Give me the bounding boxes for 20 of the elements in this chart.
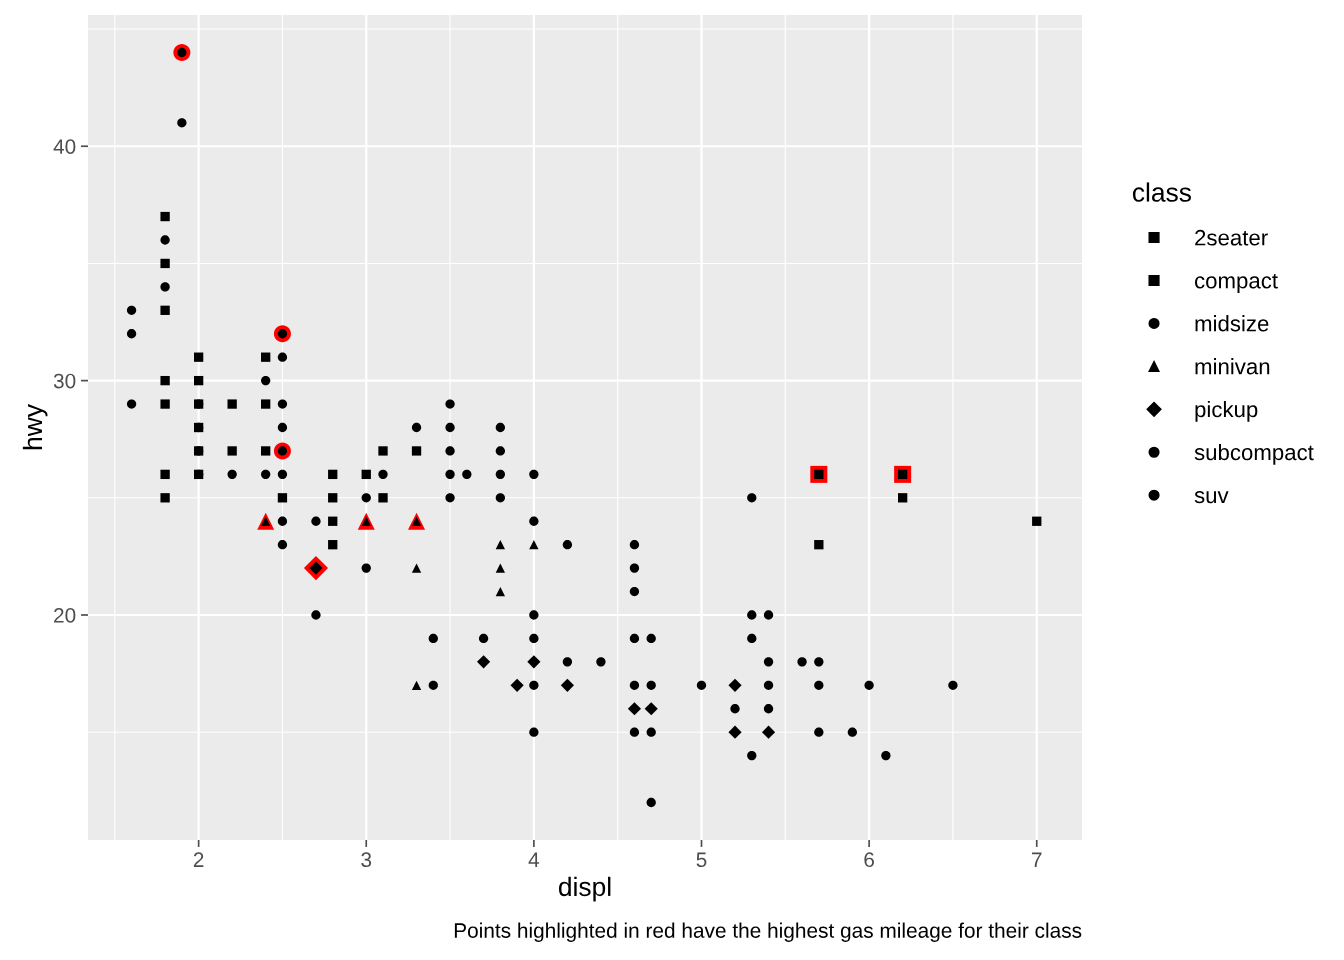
y-tick-label: 40: [53, 139, 76, 154]
y-tick-label: 20: [54, 608, 76, 623]
x-tick-label: 3: [361, 852, 372, 868]
legend-label: suv: [1194, 491, 1229, 504]
legend-label: subcompact: [1194, 443, 1314, 465]
legend-label: compact: [1194, 273, 1278, 293]
x-tick-label: 2: [193, 852, 204, 867]
y-tick-label: 30: [53, 373, 76, 389]
x-tick-label: 4: [528, 852, 540, 867]
text: Points highlighted in red have the highest gas mileage for their class: [454, 922, 1082, 942]
x-tick-label: 5: [696, 852, 707, 868]
legend-title: class: [1132, 182, 1191, 202]
legend-label: pickup: [1195, 400, 1258, 422]
x-axis-title: displ: [558, 876, 611, 902]
x-tick-label: 7: [1032, 852, 1042, 867]
x-tick-label: 6: [864, 852, 874, 868]
legend-label: minivan: [1195, 358, 1270, 375]
y-axis-title: hwy: [22, 404, 48, 450]
legend-label: midsize: [1195, 315, 1269, 332]
legend-label: 2seater: [1195, 229, 1268, 246]
